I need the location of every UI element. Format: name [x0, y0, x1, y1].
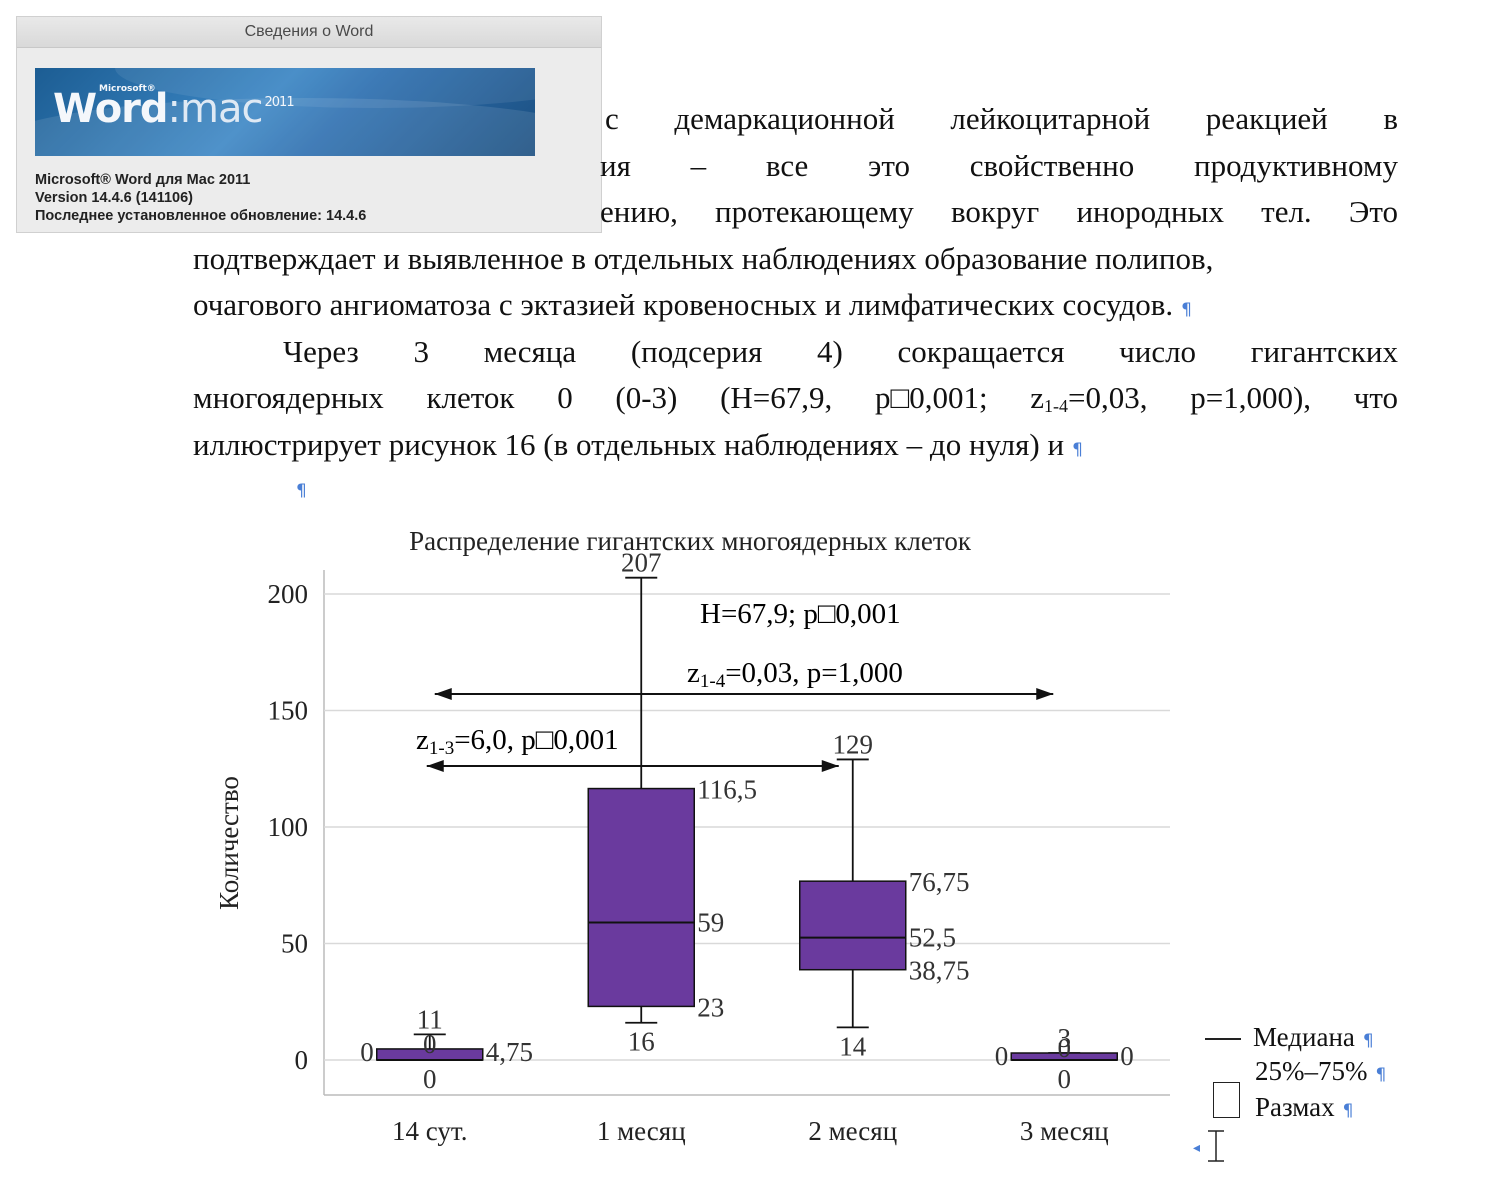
label-max: 207 [621, 548, 662, 578]
y-tick-label: 150 [268, 696, 309, 726]
label-median: 0 [423, 1029, 437, 1059]
pilcrow-icon: ¶ [296, 481, 307, 501]
pilcrow-icon: ¶ [1342, 1101, 1354, 1121]
label-max: 3 [1058, 1023, 1072, 1053]
y-tick-label: 200 [268, 579, 309, 609]
annotation-z13: z1-3=6,0, p□0,001 [416, 724, 619, 759]
arrow-head-right [821, 760, 839, 772]
pilcrow-icon: ¶ [1181, 300, 1192, 320]
arrow-head-left [434, 688, 452, 700]
label-median: 59 [697, 908, 724, 938]
doc-line-7: многоядерных клеток 0 (0-3) (H=67,9, p□0,001;… [193, 380, 1398, 416]
label-median: 0 [1058, 1033, 1072, 1063]
pilcrow-icon: ¶ [1072, 439, 1083, 460]
doc-line-9: ¶ [193, 468, 1398, 515]
label-min: 0 [423, 1064, 437, 1094]
doc-line-6: Через 3 месяца (подсерия 4) сокращается число г… [283, 333, 1398, 369]
y-tick-label: 0 [295, 1045, 309, 1075]
doc-line-5: очагового ангиоматоза с эктазией кровено… [193, 282, 1398, 329]
box-3: 129 14 76,75 52,538,75 [799, 729, 970, 1061]
doc-line-8: иллюстрирует рисунок 16 (в отдельных наб… [193, 422, 1398, 469]
x-tick-label: 3 месяц [1020, 1116, 1109, 1146]
about-word-dialog: Сведения о Word Microsoft® Word:mac 2011 … [16, 16, 602, 233]
last-update-text: Последнее установленное обновление: 14.4… [35, 208, 367, 224]
legend-median: Медиана ¶ [1205, 1022, 1374, 1053]
label-q3: 76,75 [909, 867, 970, 897]
label-q3: 0 [1120, 1041, 1134, 1071]
y-tick-label: 50 [281, 929, 308, 959]
legend-iqr-label: 25%–75% ¶ [1255, 1056, 1387, 1086]
x-tick-label: 14 сут. [392, 1116, 467, 1146]
legend-range: Размах ¶ [1255, 1092, 1354, 1122]
label-max: 11 [417, 1004, 443, 1034]
product-name: Microsoft® Word для Mac 2011 [35, 172, 251, 188]
box-2: 207 16 116,5 59 23 [587, 548, 757, 1057]
iqr-box [799, 880, 907, 971]
boxplot-chart: Распределение гигантских многоядерных кл… [214, 526, 1170, 1146]
label-q1: 38,75 [909, 956, 970, 986]
label-min: 16 [628, 1027, 655, 1057]
label-median: 52,5 [909, 923, 956, 953]
iqr-box-icon [1213, 1082, 1240, 1118]
label-min: 14 [839, 1031, 867, 1061]
pilcrow-icon: ¶ [1375, 1065, 1387, 1085]
annotation-h-stat: H=67,9; p□0,001 [700, 598, 901, 630]
x-tick-label: 1 месяц [597, 1116, 686, 1146]
label-q3: 116,5 [697, 775, 757, 805]
label-max: 129 [833, 729, 874, 759]
label-q1: 0 [360, 1037, 374, 1067]
arrow-head-right [1036, 688, 1054, 700]
label-q3: 4,75 [486, 1037, 533, 1067]
arrow-z13 [426, 760, 839, 772]
median-line-icon [1205, 1038, 1241, 1040]
legend-iqr [1213, 1068, 1256, 1118]
arrow-head-left [426, 760, 444, 772]
about-info: Microsoft® Word для Mac 2011 Version 14.… [35, 171, 366, 225]
doc-line-2: ия – все это свойственно продуктивному [600, 147, 1398, 183]
document-body: с демаркационной лейкоцитарной реакцией в ия… [193, 96, 1398, 515]
iqr-box [587, 787, 695, 1008]
label-min: 0 [1058, 1064, 1072, 1094]
chart-title: Распределение гигантских многоядерных кл… [409, 526, 972, 556]
range-whisker-icon: ◂ [1193, 1130, 1224, 1162]
label-q1: 0 [995, 1041, 1009, 1071]
x-tick-label: 2 месяц [808, 1116, 897, 1146]
version-text: Version 14.4.6 (141106) [35, 190, 193, 206]
word-logo: Microsoft® Word:mac 2011 [53, 84, 295, 132]
label-q1: 23 [697, 992, 724, 1022]
y-axis-label: Количество [214, 776, 244, 910]
svg-text:◂: ◂ [1193, 1140, 1200, 1156]
pilcrow-icon: ¶ [1362, 1031, 1374, 1051]
annotation-z14: z1-4=0,03, p=1,000 [687, 657, 903, 692]
doc-line-3: ению, протекающему вокруг инородных тел. Это [600, 194, 1398, 229]
doc-line-1: с демаркационной лейкоцитарной реакцией в [605, 101, 1398, 136]
y-tick-label: 100 [268, 812, 309, 842]
arrow-z14 [434, 688, 1054, 700]
dialog-title: Сведения о Word [17, 17, 601, 48]
doc-line-4: подтверждает и выявленное в отдельных на… [193, 240, 1214, 276]
word-mac-logo-banner: Microsoft® Word:mac 2011 [35, 68, 535, 156]
